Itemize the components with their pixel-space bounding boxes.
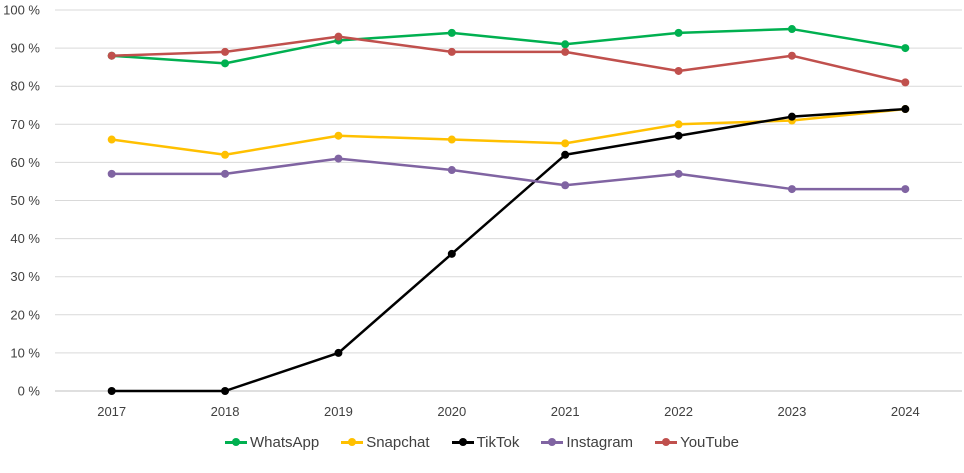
y-tick-label: 20 %: [10, 307, 40, 322]
data-point-instagram: [221, 169, 230, 178]
legend-label: TikTok: [476, 433, 520, 451]
data-point-youtube: [561, 47, 570, 56]
legend-swatch: [541, 435, 564, 449]
series-snapchat: [107, 105, 910, 159]
data-point-whatsapp: [561, 40, 570, 49]
data-point-snapchat: [221, 150, 230, 159]
legend-label: Snapchat: [366, 433, 430, 451]
data-point-instagram: [334, 154, 343, 163]
data-point-tiktok: [447, 249, 456, 258]
y-tick-label: 100 %: [3, 3, 40, 18]
legend-item-whatsapp: WhatsApp: [224, 433, 320, 451]
data-point-youtube: [221, 47, 230, 56]
legend-swatch: [224, 435, 247, 449]
data-point-tiktok: [334, 348, 343, 357]
data-point-whatsapp: [901, 44, 910, 53]
data-point-snapchat: [107, 135, 116, 144]
x-axis-tick-labels: 2017 2018 2019 2020 2021 2022 2023 2024: [97, 404, 920, 419]
data-point-tiktok: [901, 105, 910, 114]
x-tick-label: 2019: [324, 404, 353, 419]
data-point-tiktok: [561, 150, 570, 159]
series-youtube: [107, 32, 910, 87]
data-point-tiktok: [787, 112, 796, 121]
legend-item-youtube: YouTube: [655, 434, 739, 451]
x-tick-label: 2024: [891, 404, 920, 419]
x-tick-label: 2021: [551, 404, 580, 419]
data-point-youtube: [447, 47, 456, 56]
data-point-snapchat: [561, 139, 570, 148]
y-tick-label: 40 %: [10, 231, 40, 246]
gridlines: [55, 9, 962, 392]
data-point-youtube: [674, 66, 683, 75]
data-point-whatsapp: [787, 25, 796, 34]
series-line-youtube: [111, 35, 906, 84]
series-group: [107, 25, 910, 395]
data-point-instagram: [901, 185, 910, 194]
y-tick-label: 50 %: [10, 193, 40, 208]
data-point-instagram: [674, 169, 683, 178]
data-point-instagram: [787, 185, 796, 194]
y-tick-label: 30 %: [10, 269, 40, 284]
series-line-snapchat: [111, 107, 906, 157]
data-point-whatsapp: [674, 28, 683, 37]
series-line-whatsapp: [111, 27, 906, 65]
x-tick-label: 2018: [211, 404, 240, 419]
legend-swatch: [341, 435, 364, 449]
data-point-tiktok: [221, 387, 230, 395]
x-tick-label: 2022: [664, 404, 693, 419]
legend-item-instagram: Instagram: [541, 434, 633, 451]
data-point-tiktok: [674, 131, 683, 140]
data-point-snapchat: [447, 135, 456, 144]
y-tick-label: 90 %: [10, 41, 40, 56]
series-tiktok: [107, 105, 910, 395]
data-point-snapchat: [334, 131, 343, 140]
legend-label: YouTube: [680, 433, 740, 451]
legend-swatch: [655, 435, 678, 449]
y-tick-label: 80 %: [10, 79, 40, 94]
y-tick-label: 10 %: [10, 345, 40, 360]
series-whatsapp: [107, 25, 910, 68]
legend-label: WhatsApp: [249, 433, 320, 451]
data-point-whatsapp: [221, 59, 230, 68]
legend-item-snapchat: Snapchat: [341, 433, 430, 451]
x-tick-label: 2017: [97, 404, 126, 419]
y-tick-label: 70 %: [10, 117, 40, 132]
data-point-instagram: [561, 181, 570, 190]
legend: WhatsApp Snapchat TikTok Instagram YouTube: [0, 430, 964, 454]
legend-swatch: [451, 435, 474, 449]
y-tick-label: 60 %: [10, 155, 40, 170]
data-point-youtube: [901, 78, 910, 87]
data-point-youtube: [334, 32, 343, 41]
series-line-tiktok: [111, 107, 906, 393]
data-point-tiktok: [107, 387, 116, 395]
data-point-whatsapp: [447, 28, 456, 37]
legend-item-tiktok: TikTok: [451, 433, 520, 451]
data-point-youtube: [787, 51, 796, 60]
x-tick-label: 2023: [777, 404, 806, 419]
data-point-instagram: [447, 166, 456, 175]
data-point-youtube: [107, 51, 116, 60]
series-line-instagram: [111, 157, 906, 191]
series-instagram: [107, 154, 910, 194]
legend-label: Instagram: [566, 433, 634, 451]
y-tick-label: 0 %: [18, 384, 41, 399]
x-tick-label: 2020: [437, 404, 466, 419]
data-point-instagram: [107, 169, 116, 178]
y-axis-tick-labels: 0 % 10 % 20 % 30 % 40 % 50 % 60 % 70 % 80 % 90 % 1…: [3, 3, 40, 399]
data-point-snapchat: [674, 120, 683, 129]
